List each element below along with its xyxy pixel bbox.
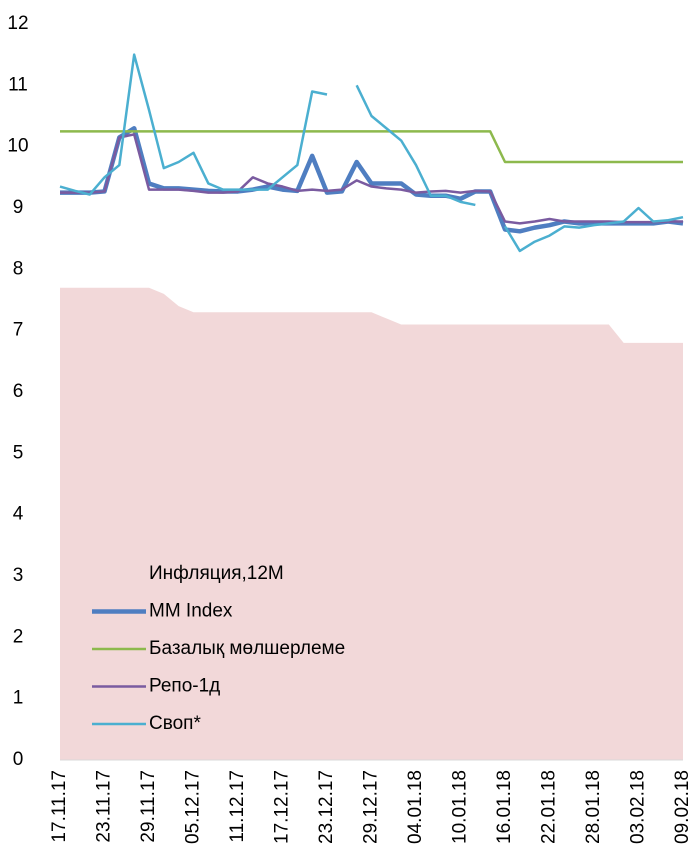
y-tick-label: 8 xyxy=(13,258,24,279)
y-tick-label: 5 xyxy=(13,442,24,463)
legend-label: Инфляция,12М xyxy=(149,563,284,584)
x-tick-label: 11.12.17 xyxy=(227,770,248,843)
y-tick-label: 0 xyxy=(13,749,24,770)
x-tick-label: 28.01.18 xyxy=(583,770,604,844)
y-tick-label: 9 xyxy=(13,197,24,218)
legend-label: Репо-1д xyxy=(149,676,220,697)
x-tick-label: 09.02.18 xyxy=(672,770,693,844)
y-tick-label: 2 xyxy=(13,626,24,647)
line xyxy=(355,84,476,207)
x-tick-label: 17.12.17 xyxy=(272,770,293,844)
x-tick-label: 17.11.17 xyxy=(49,770,70,843)
x-tick-label: 03.02.18 xyxy=(628,770,649,844)
legend-label: MM Index xyxy=(149,601,233,622)
y-tick-label: 10 xyxy=(7,136,28,157)
line xyxy=(59,53,328,196)
y-tick-label: 4 xyxy=(13,504,24,525)
line xyxy=(60,126,684,234)
line xyxy=(60,130,683,164)
area xyxy=(60,287,683,760)
y-tick-label: 3 xyxy=(13,565,24,586)
legend-label: Базалық мөлшерлеме xyxy=(149,638,345,659)
x-tick-label: 29.12.17 xyxy=(361,770,382,844)
y-tick-label: 12 xyxy=(7,13,28,34)
x-tick-label: 04.01.18 xyxy=(405,770,426,844)
x-tick-label: 05.12.17 xyxy=(183,770,204,844)
x-tick-label: 22.01.18 xyxy=(539,770,560,844)
y-tick-label: 6 xyxy=(13,381,24,402)
line xyxy=(503,206,684,253)
x-tick-label: 23.11.17 xyxy=(94,770,115,843)
x-tick-label: 23.12.17 xyxy=(316,770,337,844)
legend-label: Своп* xyxy=(149,713,201,734)
y-tick-label: 7 xyxy=(13,320,24,341)
y-tick-label: 1 xyxy=(13,688,24,709)
x-tick-label: 29.11.17 xyxy=(138,770,159,843)
x-tick-label: 10.01.18 xyxy=(450,770,471,844)
y-tick-label: 11 xyxy=(8,74,28,95)
line xyxy=(60,133,683,225)
x-tick-label: 16.01.18 xyxy=(494,770,515,844)
legend-swatch xyxy=(92,566,146,582)
